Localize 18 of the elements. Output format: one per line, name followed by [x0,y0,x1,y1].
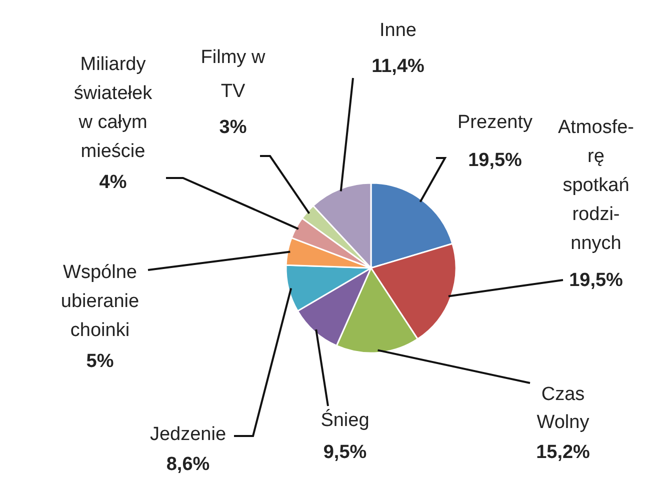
slice-label: Inne [380,20,416,41]
data-label: 19,5% [569,270,624,291]
data-label: 11,4% [372,56,425,77]
slice-label: Wspólne ubieranie choinki [60,262,140,341]
slice-label: Jedzenie [150,424,226,445]
data-label: 15,2% [536,442,590,463]
data-label: 5% [86,351,114,372]
slice-label: Miliardy światełek w całym mieście [74,54,153,162]
slice-label: Śnieg [320,408,370,431]
data-label: 9,5% [323,442,367,463]
slice-label: Prezenty [458,112,533,133]
slice-label: Atmosfe- rę spotkań rodzi- nnych [558,117,634,254]
data-label: 3% [219,117,247,138]
slice-label: Czas Wolny [536,384,590,433]
slice-label: Filmy w TV [200,47,266,102]
data-label: 4% [99,172,127,193]
data-label: 19,5% [468,150,522,171]
data-label: 8,6% [166,454,210,475]
